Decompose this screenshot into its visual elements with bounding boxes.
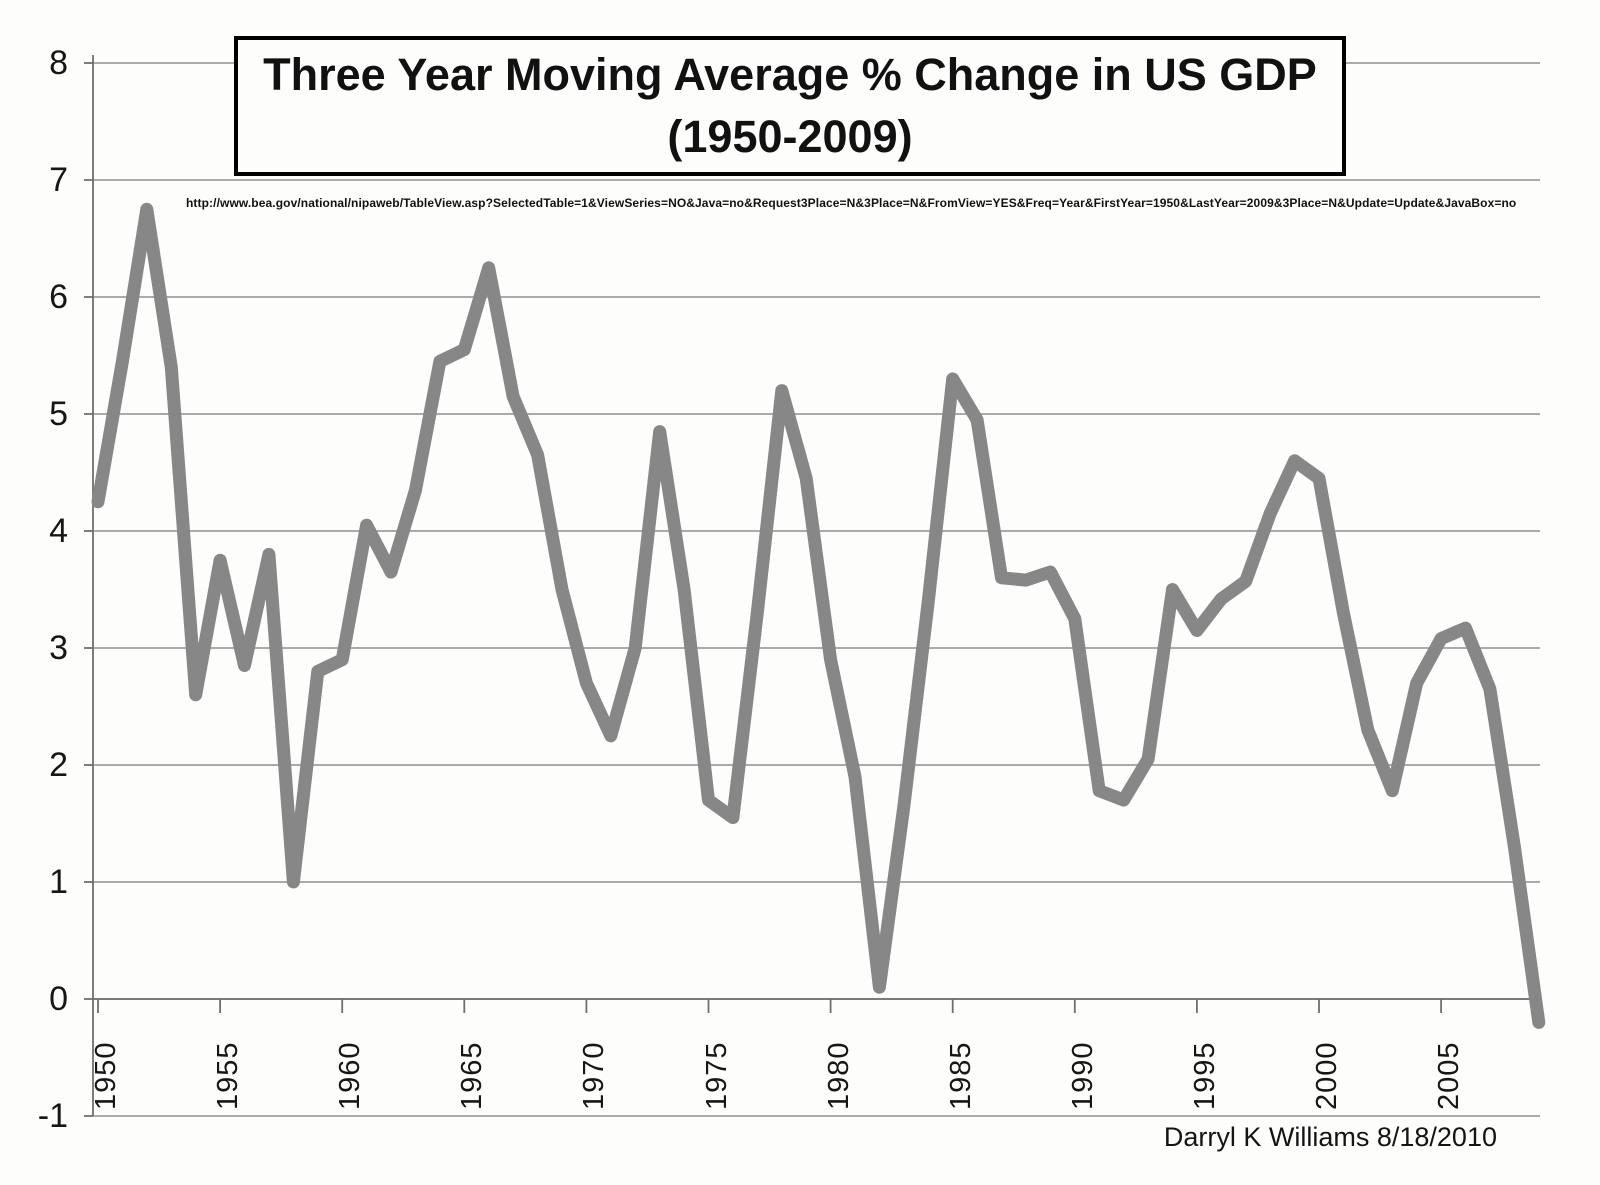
y-axis-label: -1 — [37, 1097, 68, 1135]
x-axis-label: 1990 — [1066, 1041, 1099, 1110]
x-axis-label: 1960 — [334, 1041, 367, 1110]
x-axis-label: 1955 — [212, 1041, 245, 1110]
attribution-text: Darryl K Williams 8/18/2010 — [1163, 1122, 1497, 1152]
y-axis-label: 6 — [49, 278, 68, 316]
y-axis-label: 2 — [49, 746, 68, 784]
x-axis-label: 2000 — [1311, 1041, 1343, 1110]
y-axis-label: 4 — [49, 512, 68, 550]
x-axis-label: 1995 — [1188, 1041, 1221, 1110]
x-axis-label: 1965 — [456, 1041, 489, 1110]
series-group — [91, 202, 1546, 1029]
x-axis-label: 1975 — [700, 1041, 733, 1110]
y-axis-label: 3 — [49, 629, 68, 667]
y-axis-label: 1 — [49, 863, 68, 901]
y-axis-label: 0 — [49, 980, 68, 1018]
x-axis-label: 1950 — [90, 1041, 122, 1110]
x-axis-label: 1980 — [822, 1041, 855, 1110]
axes — [84, 55, 1540, 1117]
chart-title-line2: (1950-2009) — [667, 111, 913, 162]
chart-title-box: Three Year Moving Average % Change in US… — [234, 36, 1346, 176]
chart-title-line1: Three Year Moving Average % Change in US… — [263, 49, 1317, 100]
source-url-text: http://www.bea.gov/national/nipaweb/Tabl… — [186, 196, 1517, 210]
y-axis-label: 8 — [49, 44, 68, 82]
x-axis-label: 1985 — [944, 1041, 977, 1110]
x-axis-label: 2005 — [1433, 1041, 1466, 1110]
x-axis-label: 1970 — [578, 1041, 611, 1110]
y-axis-label: 7 — [49, 161, 68, 199]
y-axis-label: 5 — [49, 395, 68, 433]
gdp-moving-average-line — [91, 202, 1546, 1029]
